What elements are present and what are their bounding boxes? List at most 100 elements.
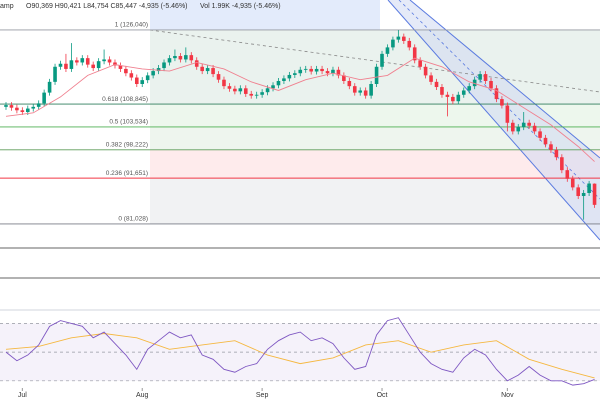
x-tick-label: Oct	[377, 392, 388, 399]
candle-body	[151, 71, 155, 76]
candle-body	[483, 74, 488, 81]
candle-body	[140, 80, 145, 85]
candle-body	[91, 64, 95, 69]
candle-body	[407, 40, 412, 48]
trend-line	[149, 29, 600, 93]
fib-label: 0.618 (108,845)	[102, 96, 148, 103]
candle-body	[560, 157, 564, 171]
candle-body	[189, 55, 194, 61]
candle-body	[4, 105, 8, 107]
candle-body	[64, 63, 68, 69]
candle-body	[374, 66, 379, 85]
candle-body	[9, 105, 14, 108]
fib-label: 0.5 (103,534)	[109, 119, 148, 126]
candle-body	[200, 66, 204, 72]
candle-body	[205, 68, 210, 72]
x-tick-label: Sep	[256, 392, 269, 399]
candle-body	[178, 56, 183, 60]
candle-body	[227, 86, 232, 89]
candle-body	[173, 56, 177, 59]
candle-body	[358, 90, 363, 93]
candle-body	[429, 75, 433, 82]
channel-line	[409, 0, 600, 159]
drawings	[0, 0, 600, 279]
candle-body	[271, 85, 275, 89]
candle-body	[156, 68, 161, 72]
candle-body	[418, 60, 422, 67]
candle-body	[20, 110, 25, 113]
candle-body	[385, 47, 390, 54]
candle-body	[478, 74, 482, 80]
candle-body	[423, 66, 428, 76]
candle-body	[543, 137, 548, 145]
candle-body	[440, 87, 444, 95]
channel-line	[387, 0, 600, 241]
candle-body	[211, 68, 215, 75]
candle-body	[293, 73, 297, 75]
candle-body	[254, 94, 259, 96]
candle-body	[15, 107, 19, 111]
candle-body	[31, 106, 36, 109]
candle-body	[75, 60, 79, 63]
candle-body	[238, 88, 243, 92]
candle-body	[538, 131, 542, 138]
channel-mid	[398, 0, 600, 200]
candle-body	[456, 94, 461, 102]
ohlc: O90,369 H90,421 L84,754 C85,447 -4,935 (…	[26, 3, 188, 10]
candle-body	[113, 62, 117, 66]
x-tick-label: Nov	[501, 392, 514, 399]
candle-body	[445, 94, 450, 97]
candle-body	[494, 88, 499, 100]
candle-body	[352, 86, 357, 93]
candle-body	[102, 59, 106, 62]
candle-body	[549, 144, 553, 150]
rsi-line	[5, 317, 595, 386]
candle-body	[516, 127, 521, 132]
candle-body	[554, 149, 559, 158]
candle-body	[25, 108, 30, 113]
candle-body	[314, 68, 319, 72]
volume: Vol 1.99K -4,935 (-5.46%)	[200, 3, 281, 10]
fib-label: 0 (81,028)	[118, 216, 148, 223]
candle-body	[233, 88, 237, 92]
candle-body	[309, 68, 313, 72]
candle-body	[331, 69, 335, 74]
candle-body	[511, 122, 515, 132]
candle-body	[461, 90, 466, 95]
candle-body	[527, 122, 531, 126]
candle-body	[587, 183, 591, 193]
candle-body	[412, 47, 417, 61]
candle-body	[521, 122, 526, 128]
candle-body	[96, 61, 101, 69]
fib-label: 1 (126,040)	[115, 22, 148, 29]
candle-body	[472, 79, 477, 87]
fib-labels: 1 (126,040) 0.618 (108,845) 0.5 (103,534) 0…	[102, 22, 148, 223]
x-tick-label: Aug	[136, 392, 149, 399]
candle-body	[260, 92, 264, 95]
moving-average	[5, 57, 595, 162]
candle-body	[489, 80, 493, 89]
candles	[4, 29, 597, 220]
candle-body	[347, 80, 352, 87]
candle-body	[36, 103, 41, 107]
candle-body	[570, 178, 575, 188]
candle-body	[363, 90, 368, 96]
x-axis: Jul Aug Sep Oct Nov	[18, 388, 514, 399]
candle-body	[434, 81, 439, 88]
candle-body	[467, 86, 472, 91]
candle-body	[216, 74, 221, 80]
candle-body	[118, 65, 123, 69]
candle-body	[342, 75, 346, 81]
candle-body	[396, 36, 401, 40]
candle-body	[500, 99, 504, 106]
candle-body	[402, 36, 406, 41]
candle-body	[243, 88, 248, 94]
candle-body	[298, 69, 303, 74]
candle-body	[451, 96, 455, 102]
fib-label: 0.236 (91,651)	[106, 170, 148, 177]
fib-top-zone	[150, 0, 380, 30]
candle-body	[194, 60, 199, 67]
candle-body	[58, 63, 63, 67]
candle-body	[505, 105, 510, 123]
